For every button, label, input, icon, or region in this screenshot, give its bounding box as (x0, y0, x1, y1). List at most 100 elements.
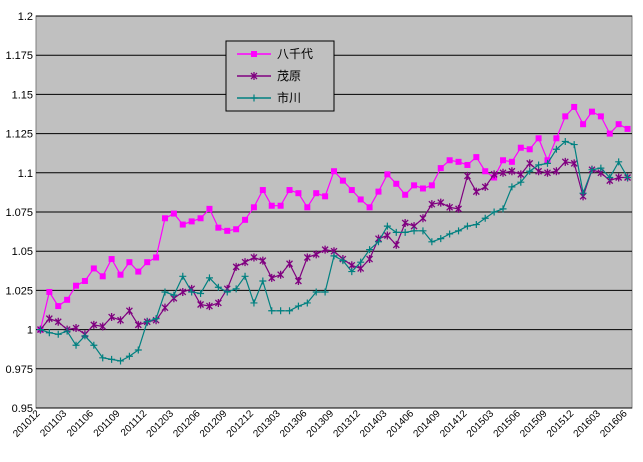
data-point (410, 227, 418, 235)
data-point (143, 318, 151, 326)
data-point (481, 214, 489, 222)
x-tick-label: 201312 (331, 408, 363, 440)
data-point (588, 166, 596, 174)
x-tick-label: 201203 (145, 408, 177, 440)
data-point (535, 167, 543, 176)
data-point (153, 254, 160, 261)
data-point (63, 327, 71, 335)
data-point (125, 352, 133, 360)
data-point (286, 187, 293, 194)
data-point (303, 253, 311, 262)
data-point (526, 167, 534, 175)
data-point (54, 330, 62, 338)
y-tick-label: 1 (27, 325, 33, 337)
data-point (277, 270, 285, 279)
data-point (553, 135, 560, 142)
x-tick-label: 201309 (305, 408, 337, 440)
data-point (312, 250, 320, 259)
legend-label: 茂原 (277, 69, 301, 83)
data-point (232, 285, 240, 293)
data-point (473, 154, 480, 161)
data-point (286, 259, 293, 268)
data-point (161, 288, 169, 296)
data-point (455, 158, 462, 165)
x-tick-label: 201209 (198, 408, 230, 440)
data-point (179, 287, 187, 296)
data-point (330, 252, 338, 260)
data-point (268, 273, 276, 282)
y-tick-label: 0.975 (5, 364, 33, 376)
x-tick-label: 201106 (65, 408, 96, 439)
y-tick-label: 1.1 (18, 168, 33, 180)
data-point (108, 256, 115, 263)
data-point (419, 185, 426, 192)
legend-label: 市川 (277, 90, 301, 105)
data-point (223, 288, 231, 296)
x-tick-label: 201606 (598, 408, 630, 440)
data-point (99, 273, 106, 280)
series-1 (37, 103, 631, 333)
data-point (45, 329, 53, 337)
data-point (206, 302, 213, 311)
data-point (472, 187, 480, 196)
data-point (259, 256, 267, 265)
data-point (481, 182, 489, 191)
x-tick-label: 201403 (358, 408, 390, 440)
data-point (526, 159, 534, 168)
data-point (348, 268, 356, 276)
data-point (117, 271, 124, 278)
data-point (579, 189, 587, 197)
data-point (99, 322, 107, 331)
legend-marker (251, 51, 257, 57)
data-point (304, 204, 311, 211)
data-point (250, 253, 258, 262)
data-point (490, 208, 498, 216)
data-point (259, 187, 266, 194)
data-point (552, 167, 560, 176)
data-point (134, 320, 142, 329)
data-point (490, 170, 498, 179)
y-tick-label: 1.2 (18, 11, 33, 23)
data-point (615, 173, 623, 182)
legend-marker (250, 72, 258, 80)
data-point (241, 258, 249, 267)
data-point (455, 227, 463, 235)
data-point (55, 303, 62, 310)
legend-marker (250, 94, 258, 102)
data-point (233, 226, 240, 233)
data-point (214, 283, 222, 291)
data-point (624, 125, 631, 132)
data-point (464, 161, 471, 168)
data-point (357, 258, 365, 266)
y-tick-label: 1.025 (5, 285, 33, 297)
data-point (446, 230, 454, 238)
data-point (366, 246, 374, 254)
data-point (303, 299, 311, 307)
data-point (170, 210, 177, 217)
data-point (570, 141, 578, 149)
data-point (134, 346, 142, 354)
data-point (81, 332, 89, 340)
data-point (241, 272, 249, 280)
data-point (535, 135, 542, 142)
x-tick-label: 201506 (492, 408, 524, 440)
data-point (472, 221, 480, 229)
data-point (517, 170, 525, 179)
data-point (268, 307, 276, 315)
data-point (411, 182, 418, 189)
data-point (197, 300, 205, 309)
y-tick-label: 1.15 (12, 89, 33, 101)
data-point (508, 183, 516, 191)
data-point (544, 168, 551, 177)
data-point (543, 159, 551, 167)
data-point (482, 168, 489, 175)
data-point (322, 193, 329, 200)
x-tick-label: 201103 (38, 408, 69, 439)
data-point (419, 227, 427, 235)
data-point (125, 306, 133, 315)
data-point (170, 291, 178, 299)
data-point (508, 158, 515, 165)
x-tick-label: 201303 (251, 408, 283, 440)
data-point (36, 326, 44, 334)
data-point (561, 157, 569, 166)
